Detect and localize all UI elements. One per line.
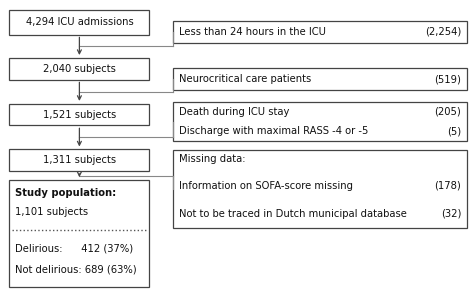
- Text: Less than 24 hours in the ICU: Less than 24 hours in the ICU: [179, 27, 326, 37]
- Text: 1,101 subjects: 1,101 subjects: [15, 207, 88, 217]
- Text: Not to be traced in Dutch municipal database: Not to be traced in Dutch municipal data…: [179, 209, 407, 219]
- Text: (2,254): (2,254): [425, 27, 461, 37]
- Text: 1,311 subjects: 1,311 subjects: [43, 155, 116, 165]
- Text: Not delirious: 689 (63%): Not delirious: 689 (63%): [15, 265, 137, 275]
- FancyBboxPatch shape: [173, 102, 467, 141]
- Text: 2,040 subjects: 2,040 subjects: [43, 64, 116, 74]
- Text: (32): (32): [441, 209, 461, 219]
- Text: Study population:: Study population:: [15, 188, 117, 198]
- Text: Discharge with maximal RASS -4 or -5: Discharge with maximal RASS -4 or -5: [179, 126, 368, 136]
- Text: Neurocritical care patients: Neurocritical care patients: [179, 74, 311, 84]
- Text: 4,294 ICU admissions: 4,294 ICU admissions: [26, 17, 133, 27]
- FancyBboxPatch shape: [173, 150, 467, 228]
- Text: (205): (205): [435, 107, 461, 117]
- Text: Delirious:      412 (37%): Delirious: 412 (37%): [15, 243, 133, 253]
- Text: Missing data:: Missing data:: [179, 154, 245, 164]
- Text: (178): (178): [435, 181, 461, 191]
- FancyBboxPatch shape: [9, 10, 149, 34]
- FancyBboxPatch shape: [9, 58, 149, 80]
- Text: 1,521 subjects: 1,521 subjects: [43, 110, 116, 120]
- FancyBboxPatch shape: [173, 21, 467, 43]
- Text: Death during ICU stay: Death during ICU stay: [179, 107, 289, 117]
- Text: (5): (5): [447, 126, 461, 136]
- FancyBboxPatch shape: [9, 180, 149, 286]
- FancyBboxPatch shape: [173, 68, 467, 90]
- FancyBboxPatch shape: [9, 104, 149, 125]
- FancyBboxPatch shape: [9, 149, 149, 171]
- Text: (519): (519): [434, 74, 461, 84]
- Text: Information on SOFA-score missing: Information on SOFA-score missing: [179, 181, 353, 191]
